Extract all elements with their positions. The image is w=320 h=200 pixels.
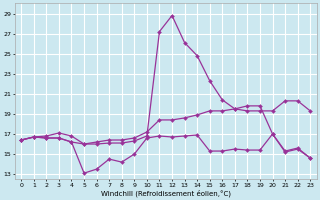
X-axis label: Windchill (Refroidissement éolien,°C): Windchill (Refroidissement éolien,°C) [101, 189, 231, 197]
